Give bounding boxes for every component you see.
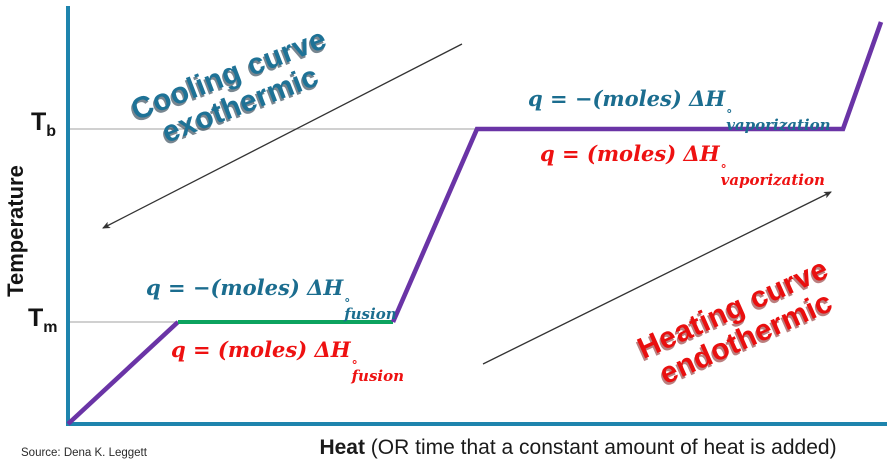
equation-body: q = (moles) ΔH	[540, 141, 720, 166]
equation-body: q = −(moles) ΔH	[146, 275, 344, 300]
x-axis-title-bold: Heat	[319, 436, 365, 459]
equation-fusion-heating: q = (moles) ΔH ° fusion	[171, 337, 404, 383]
x-axis-title: Heat (OR time that a constant amount of …	[268, 436, 888, 460]
equation-vaporization-heating: q = (moles) ΔH ° vaporization	[540, 141, 825, 187]
tick-label-tb: Tb	[31, 108, 56, 140]
degree-symbol: °	[351, 357, 358, 372]
curve-segment	[390, 21, 884, 323]
equation-subscript: vaporization	[720, 171, 825, 190]
tb-main: T	[31, 108, 47, 136]
equation-body: q = −(moles) ΔH	[528, 86, 726, 111]
trend-arrow	[102, 43, 463, 229]
degree-symbol: °	[726, 106, 733, 121]
equation-subscript: vaporization	[726, 116, 831, 135]
equation-fusion-cooling: q = −(moles) ΔH ° fusion	[146, 275, 397, 321]
tick-label-tm: Tm	[28, 304, 58, 336]
equation-body: q = (moles) ΔH	[171, 337, 351, 362]
x-axis-title-rest: (OR time that a constant amount of heat …	[364, 436, 837, 459]
y-axis-title: Temperature	[3, 165, 28, 297]
degree-symbol: °	[720, 161, 727, 176]
equation-vaporization-cooling: q = −(moles) ΔH ° vaporization	[528, 86, 831, 132]
source-credit: Source: Dena K. Leggett	[21, 447, 147, 459]
tm-sub: m	[43, 319, 58, 336]
curve-segment	[66, 320, 180, 426]
tb-sub: b	[46, 123, 57, 140]
equation-subscript: fusion	[344, 305, 397, 324]
trend-arrow	[482, 191, 832, 365]
tm-main: T	[28, 304, 44, 332]
equation-subscript: fusion	[351, 367, 405, 386]
degree-symbol: °	[344, 295, 351, 310]
